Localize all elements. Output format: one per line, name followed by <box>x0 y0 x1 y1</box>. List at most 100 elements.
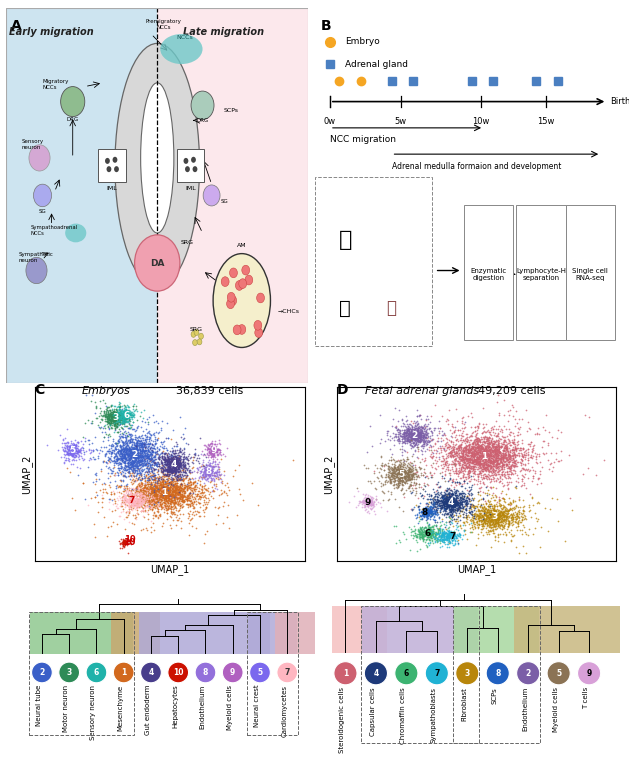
Point <box>464 491 474 504</box>
Point <box>145 484 155 496</box>
Point <box>424 505 434 518</box>
Point <box>429 531 439 543</box>
Point <box>113 456 123 468</box>
Point <box>131 443 141 455</box>
Point <box>426 507 436 519</box>
Point <box>150 482 160 495</box>
Point <box>438 492 448 505</box>
Point <box>437 496 447 509</box>
Point <box>206 449 216 461</box>
Point <box>128 443 138 455</box>
Point <box>481 526 491 538</box>
Point <box>184 509 194 521</box>
Point <box>402 467 412 480</box>
Point <box>493 513 503 526</box>
Point <box>476 455 486 467</box>
Point <box>413 425 423 437</box>
Point <box>389 468 399 481</box>
Point <box>447 495 457 507</box>
Point <box>118 451 128 464</box>
Point <box>419 510 429 522</box>
Point <box>136 494 146 506</box>
Point <box>170 495 180 508</box>
Point <box>399 466 409 478</box>
Point <box>414 428 424 440</box>
Point <box>467 457 477 470</box>
Point <box>431 529 441 541</box>
Point <box>487 450 498 462</box>
Point <box>468 463 478 475</box>
Point <box>131 448 141 461</box>
Point <box>445 469 455 481</box>
Point <box>426 507 437 519</box>
Point <box>474 455 484 467</box>
Point <box>122 409 132 421</box>
Point <box>448 502 458 514</box>
Point <box>451 447 461 459</box>
Point <box>175 478 186 490</box>
Point <box>62 448 72 461</box>
Point <box>479 448 489 461</box>
Point <box>478 529 488 541</box>
Point <box>419 507 429 519</box>
Point <box>445 500 455 512</box>
Point <box>170 465 180 478</box>
Point <box>122 411 132 423</box>
Point <box>113 407 123 420</box>
Point <box>206 444 216 456</box>
Point <box>473 454 483 466</box>
Point <box>409 467 419 479</box>
Point <box>462 511 472 523</box>
Point <box>189 475 199 488</box>
Point <box>206 434 216 447</box>
Point <box>104 444 114 457</box>
Point <box>480 516 490 529</box>
Point <box>113 450 123 462</box>
Point <box>503 433 513 445</box>
Point <box>431 504 441 516</box>
Point <box>122 408 132 420</box>
Point <box>111 412 121 424</box>
Point <box>142 430 152 443</box>
Point <box>406 485 416 497</box>
Point <box>464 495 474 507</box>
Point <box>204 461 214 473</box>
Point <box>128 466 138 478</box>
Point <box>487 513 497 526</box>
Point <box>182 451 192 464</box>
Point <box>141 499 151 512</box>
Point <box>168 460 178 472</box>
Point <box>468 446 478 458</box>
Point <box>465 444 476 457</box>
Point <box>439 454 449 466</box>
Point <box>451 497 461 509</box>
Point <box>65 446 75 458</box>
Point <box>432 490 442 502</box>
Point <box>108 412 118 424</box>
Point <box>435 533 445 545</box>
Text: 9: 9 <box>586 669 592 678</box>
Point <box>207 444 217 457</box>
Point <box>366 491 376 503</box>
Point <box>155 493 165 505</box>
Point <box>165 458 175 471</box>
Point <box>476 444 486 456</box>
Point <box>120 441 130 454</box>
Point <box>457 480 467 492</box>
Point <box>208 437 218 450</box>
Point <box>438 502 448 515</box>
Point <box>444 498 454 510</box>
Point <box>418 531 428 543</box>
Point <box>130 487 140 499</box>
Point <box>419 503 429 515</box>
Point <box>122 436 132 448</box>
Point <box>114 464 124 476</box>
Point <box>104 454 114 467</box>
Point <box>443 495 453 508</box>
Point <box>165 490 175 502</box>
Point <box>119 412 129 424</box>
Point <box>501 448 511 461</box>
Point <box>415 428 425 440</box>
Point <box>125 462 135 474</box>
Point <box>205 445 215 457</box>
